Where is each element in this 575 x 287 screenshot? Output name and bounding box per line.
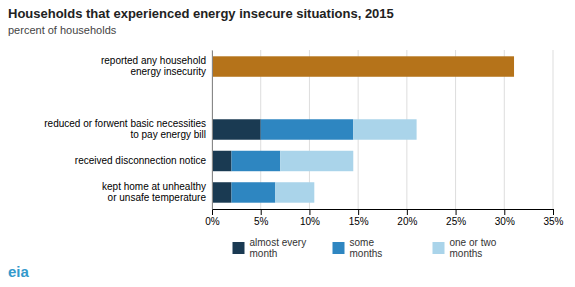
y-tick-label: kept home at unhealthyor unsafe temperat…: [102, 181, 206, 203]
bar: [261, 119, 354, 139]
bar: [212, 56, 514, 76]
y-axis-line: [212, 51, 213, 210]
x-tick-label: 30%: [495, 216, 515, 227]
title: Households that experienced energy insec…: [8, 6, 394, 21]
legend-label: one or twomonths: [450, 237, 497, 259]
bar: [275, 182, 314, 202]
legend-item: somemonths: [333, 237, 383, 259]
y-tick: received disconnection notice: [75, 155, 207, 166]
bar: [353, 119, 416, 139]
y-tick: reduced or forwent basic necessitiesto p…: [44, 118, 206, 140]
x-tick-label: 35%: [543, 216, 563, 227]
x-tick-mark: [309, 209, 310, 215]
bar: [231, 151, 280, 171]
x-axis: 0% 5% 10% 15% 20% 25% 30% 35%: [205, 209, 563, 227]
x-tick-label: 5%: [254, 216, 269, 227]
x-tick: 15%: [349, 209, 369, 227]
x-axis-line: [213, 210, 554, 216]
x-tick: 5%: [254, 209, 269, 227]
legend-item: one or twomonths: [433, 237, 497, 259]
x-tick-label: 25%: [446, 216, 466, 227]
series: [275, 119, 416, 202]
legend-swatch: [233, 242, 245, 254]
x-tick: 10%: [300, 209, 320, 227]
x-tick-label: 10%: [300, 216, 320, 227]
x-tick: 35%: [543, 209, 563, 227]
grid: [212, 50, 553, 209]
x-tick-mark: [358, 209, 359, 215]
series: [231, 119, 353, 202]
grid-line: [212, 50, 213, 209]
x-tick-label: 20%: [397, 216, 417, 227]
plot: 0% 5% 10% 15% 20% 25% 30% 35% reported any house…: [44, 50, 563, 227]
legend-label: almost everymonth: [250, 237, 307, 259]
x-tick: 20%: [397, 209, 417, 227]
annotation: eia: [8, 263, 30, 280]
bar: [231, 182, 275, 202]
x-tick-label: 15%: [349, 216, 369, 227]
x-tick-mark: [407, 209, 408, 215]
x-tick-mark: [212, 209, 213, 215]
y-tick-label: received disconnection notice: [75, 155, 207, 166]
legend: almost everymonth somemonths one or twomon…: [233, 237, 497, 259]
bar: [280, 151, 353, 171]
chart: Households that experienced energy insec…: [0, 0, 575, 287]
bar: [212, 151, 231, 171]
bar: [212, 119, 261, 139]
legend-swatch: [433, 242, 445, 254]
legend-item: almost everymonth: [233, 237, 307, 259]
legend-swatch: [333, 242, 345, 254]
grid-line: [553, 50, 554, 209]
y-tick-label: reported any householdenergy insecurity: [101, 55, 206, 77]
bar: [212, 182, 231, 202]
legend-label: somemonths: [350, 237, 383, 259]
y-tick: kept home at unhealthyor unsafe temperat…: [102, 181, 206, 203]
y-tick: reported any householdenergy insecurity: [101, 55, 206, 77]
series: [212, 56, 514, 76]
y-tick-label: reduced or forwent basic necessitiesto p…: [44, 118, 206, 140]
x-tick-mark: [456, 209, 457, 215]
subtitle: percent of households: [8, 24, 117, 36]
x-tick: 30%: [495, 209, 515, 227]
x-tick: 25%: [446, 209, 466, 227]
x-tick-label: 0%: [205, 216, 220, 227]
x-tick: 0%: [205, 209, 220, 227]
y-axis: reported any householdenergy insecurity r…: [44, 51, 212, 210]
x-tick-mark: [504, 209, 505, 215]
x-tick-mark: [553, 209, 554, 215]
bars: [212, 56, 514, 202]
x-tick-mark: [261, 209, 262, 215]
